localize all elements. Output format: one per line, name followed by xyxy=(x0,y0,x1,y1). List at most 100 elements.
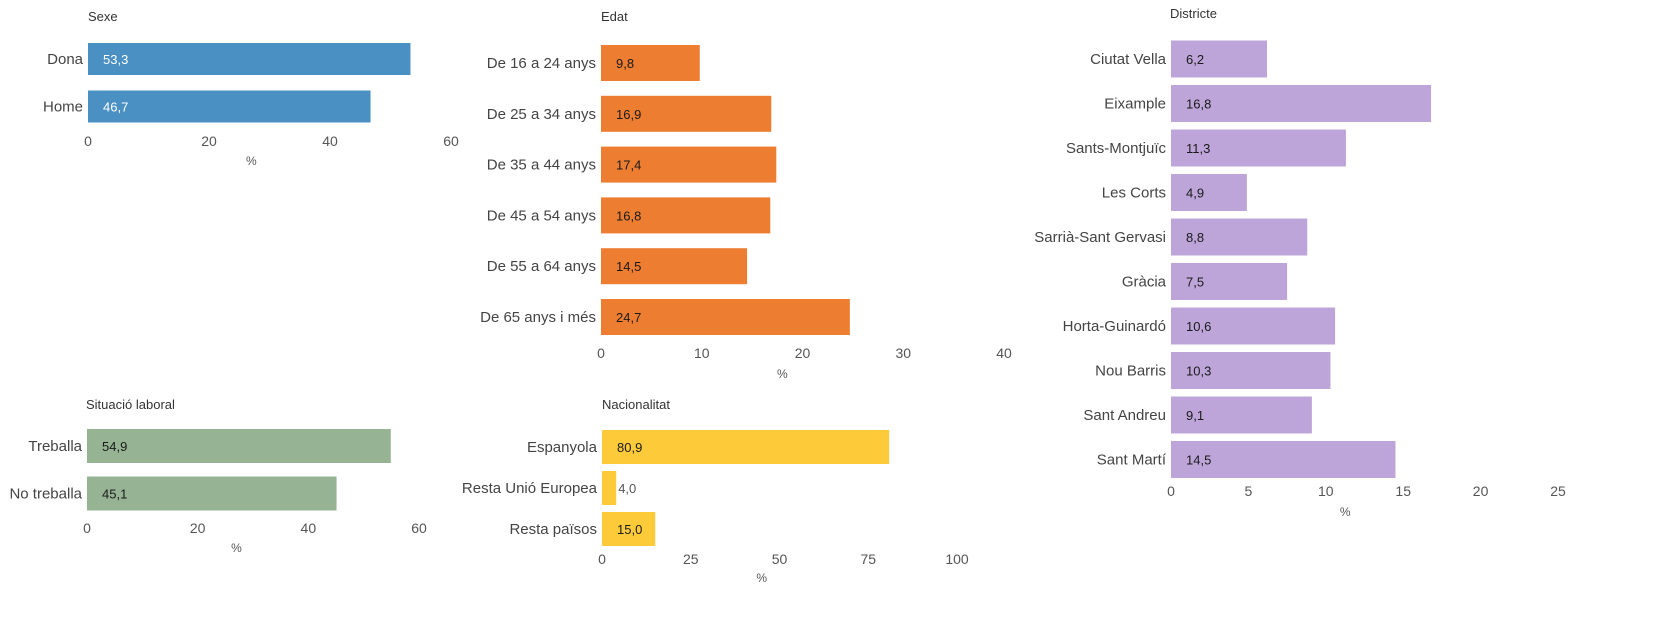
tick-label-sexe-2: 40 xyxy=(322,133,338,149)
tick-label-nacionalitat-2: 50 xyxy=(772,551,788,567)
category-label-nacionalitat-2: Resta països xyxy=(509,521,597,538)
axis-unit-label-nacionalitat: % xyxy=(756,571,767,585)
category-label-situacio-laboral-1: No treballa xyxy=(9,486,82,503)
data-label-districte-1: 16,8 xyxy=(1186,97,1211,112)
category-label-districte-3: Les Corts xyxy=(1102,185,1166,202)
data-label-districte-6: 10,6 xyxy=(1186,319,1211,334)
bar-nacionalitat-1 xyxy=(602,471,617,505)
chart-title-situacio-laboral: Situació laboral xyxy=(86,397,175,412)
category-label-districte-0: Ciutat Vella xyxy=(1090,51,1167,68)
tick-label-sexe-0: 0 xyxy=(84,133,92,149)
category-label-districte-5: Gràcia xyxy=(1122,274,1167,291)
data-label-edat-5: 24,7 xyxy=(616,310,641,325)
bar-nacionalitat-2 xyxy=(602,512,656,546)
data-label-situacio-laboral-0: 54,9 xyxy=(102,439,127,454)
tick-label-edat-2: 20 xyxy=(795,345,811,361)
data-label-nacionalitat-2: 15,0 xyxy=(617,522,642,537)
category-label-districte-4: Sarrià-Sant Gervasi xyxy=(1034,229,1166,246)
bar-edat-4 xyxy=(601,248,748,285)
tick-label-nacionalitat-0: 0 xyxy=(598,551,606,567)
tick-label-nacionalitat-1: 25 xyxy=(683,551,699,567)
tick-label-districte-0: 0 xyxy=(1167,483,1175,499)
category-label-districte-2: Sants-Montjuïc xyxy=(1066,140,1167,157)
tick-label-sexe-1: 20 xyxy=(201,133,217,149)
category-label-districte-7: Nou Barris xyxy=(1095,363,1166,380)
bar-situacio-laboral-0 xyxy=(87,429,391,463)
data-label-edat-4: 14,5 xyxy=(616,259,641,274)
data-label-districte-4: 8,8 xyxy=(1186,230,1204,245)
bar-districte-8 xyxy=(1171,396,1312,434)
data-label-situacio-laboral-1: 45,1 xyxy=(102,487,127,502)
category-label-edat-5: De 65 anys i més xyxy=(480,309,596,326)
data-label-districte-7: 10,3 xyxy=(1186,364,1211,379)
data-label-districte-9: 14,5 xyxy=(1186,453,1211,468)
tick-label-districte-4: 20 xyxy=(1473,483,1489,499)
tick-label-situacio-laboral-0: 0 xyxy=(83,520,91,536)
data-label-districte-8: 9,1 xyxy=(1186,408,1204,423)
category-label-edat-4: De 55 a 64 anys xyxy=(487,258,596,275)
tick-label-edat-1: 10 xyxy=(694,345,710,361)
data-label-edat-0: 9,8 xyxy=(616,56,634,71)
category-label-edat-1: De 25 a 34 anys xyxy=(487,106,596,123)
tick-label-edat-0: 0 xyxy=(597,345,605,361)
tick-label-sexe-3: 60 xyxy=(443,133,459,149)
category-label-districte-6: Horta-Guinardó xyxy=(1063,318,1166,335)
chart-svg-edat: De 16 a 24 anys 9,8 De 25 a 34 anys 16,9 De … xyxy=(480,45,1012,381)
tick-label-situacio-laboral-3: 60 xyxy=(411,520,427,536)
data-label-edat-3: 16,8 xyxy=(616,208,641,223)
chart-situacio-laboral: Situació laboral Treballa 54,9 No treballa… xyxy=(0,0,440,560)
category-label-edat-3: De 45 a 54 anys xyxy=(487,207,596,224)
bar-districte-2 xyxy=(1171,129,1346,167)
bar-sexe-0 xyxy=(88,43,411,75)
category-label-nacionalitat-0: Espanyola xyxy=(527,439,598,456)
data-label-sexe-0: 53,3 xyxy=(103,52,128,67)
chart-svg-districte: Ciutat Vella 6,2 Eixample 16,8 Sants-Montjuï… xyxy=(1034,40,1566,519)
chart-title-sexe: Sexe xyxy=(88,9,118,24)
bar-sexe-1 xyxy=(88,90,371,123)
tick-label-districte-2: 10 xyxy=(1318,483,1334,499)
data-label-edat-1: 16,9 xyxy=(616,107,641,122)
bar-situacio-laboral-1 xyxy=(87,476,337,511)
category-label-edat-2: De 35 a 44 anys xyxy=(487,157,596,174)
tick-label-edat-3: 30 xyxy=(895,345,911,361)
chart-svg-situacio-laboral: Treballa 54,9 No treballa 45,1 0 20 40 60% xyxy=(9,429,427,555)
category-label-edat-0: De 16 a 24 anys xyxy=(487,55,596,72)
tick-label-nacionalitat-3: 75 xyxy=(860,551,876,567)
tick-label-situacio-laboral-1: 20 xyxy=(190,520,206,536)
tick-label-nacionalitat-4: 100 xyxy=(945,551,969,567)
category-label-sexe-0: Dona xyxy=(47,51,84,68)
axis-unit-label-districte: % xyxy=(1340,505,1351,519)
bar-edat-0 xyxy=(601,45,700,81)
axis-unit-label-edat: % xyxy=(777,367,788,381)
chart-title-nacionalitat: Nacionalitat xyxy=(602,397,670,412)
category-label-districte-8: Sant Andreu xyxy=(1083,407,1166,424)
tick-label-districte-1: 5 xyxy=(1245,483,1253,499)
chart-districte: Districte Ciutat Vella 6,2 Eixample 16,8 San… xyxy=(1034,6,1566,519)
chart-title-edat: Edat xyxy=(601,9,628,24)
bar-districte-0 xyxy=(1171,40,1267,78)
data-label-districte-3: 4,9 xyxy=(1186,186,1204,201)
chart-svg-nacionalitat: Espanyola 80,9 Resta Unió Europea 4,0 Resta … xyxy=(462,430,969,585)
chart-sexe: Sexe Dona 53,3 Home 46,7 0 20 40 60% xyxy=(0,0,470,175)
tick-label-districte-3: 15 xyxy=(1395,483,1411,499)
category-label-districte-9: Sant Martí xyxy=(1097,452,1167,469)
chart-title-districte: Districte xyxy=(1170,6,1217,21)
data-label-districte-0: 6,2 xyxy=(1186,52,1204,67)
category-label-districte-1: Eixample xyxy=(1104,96,1166,113)
tick-label-situacio-laboral-2: 40 xyxy=(301,520,317,536)
bar-edat-3 xyxy=(601,197,771,234)
data-label-nacionalitat-0: 80,9 xyxy=(617,440,642,455)
category-label-situacio-laboral-0: Treballa xyxy=(28,438,82,455)
data-label-sexe-1: 46,7 xyxy=(103,100,128,115)
bar-edat-2 xyxy=(601,146,777,183)
axis-unit-label-sexe: % xyxy=(246,154,257,168)
bar-edat-1 xyxy=(601,95,772,132)
chart-edat: Edat De 16 a 24 anys 9,8 De 25 a 34 anys 16… xyxy=(0,0,1020,385)
bar-districte-6 xyxy=(1171,307,1336,345)
category-label-sexe-1: Home xyxy=(43,99,83,116)
data-label-edat-2: 17,4 xyxy=(616,158,641,173)
bar-districte-3 xyxy=(1171,174,1247,211)
category-label-nacionalitat-1: Resta Unió Europea xyxy=(462,480,598,497)
chart-nacionalitat: Nacionalitat Espanyola 80,9 Resta Unió Eur… xyxy=(462,397,969,585)
tick-label-districte-5: 25 xyxy=(1550,483,1566,499)
